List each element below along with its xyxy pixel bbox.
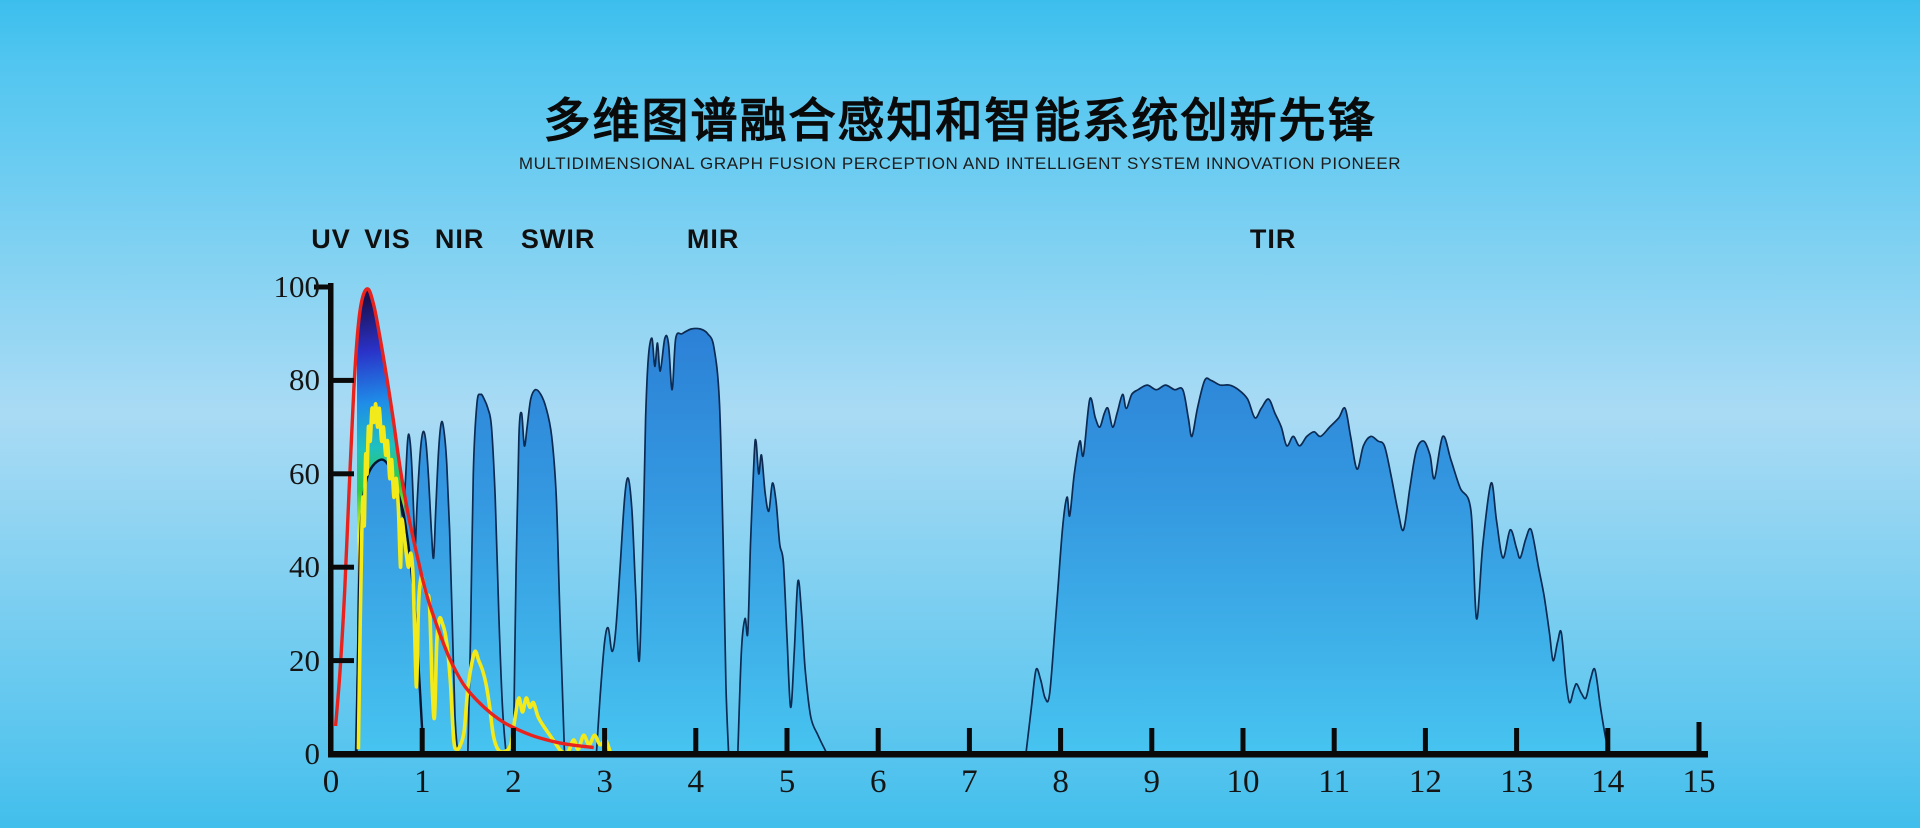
- x-axis-line: [328, 751, 1708, 758]
- x-tick-label: 1: [413, 764, 431, 800]
- x-axis-tick: [1149, 728, 1155, 752]
- x-axis-tick: [602, 728, 608, 752]
- x-tick-label: 6: [869, 764, 887, 800]
- ground-solar-curve: [356, 401, 612, 755]
- band-label-tir: TIR: [1249, 224, 1297, 254]
- transmission-window-area: [595, 327, 730, 755]
- y-tick-label: 0: [304, 736, 321, 771]
- y-tick-label: 20: [289, 642, 320, 678]
- x-tick-label: 9: [1143, 764, 1161, 800]
- y-tick-label: 80: [289, 362, 320, 398]
- x-axis-tick: [1240, 728, 1246, 752]
- page-subtitle: MULTIDIMENSIONAL GRAPH FUSION PERCEPTION…: [518, 154, 1402, 173]
- x-tick-label: 5: [778, 764, 796, 800]
- y-axis-line: [328, 283, 334, 757]
- x-tick-label: 10: [1226, 764, 1260, 800]
- x-tick-label: 7: [961, 764, 978, 800]
- x-axis-tick: [784, 728, 790, 752]
- x-axis-tick: [875, 728, 881, 752]
- band-label-swir: SWIR: [520, 224, 596, 254]
- band-label-uv: UV: [311, 224, 351, 254]
- x-tick-label: 14: [1591, 764, 1625, 800]
- x-tick-label: 13: [1500, 764, 1534, 800]
- band-label-nir: NIR: [434, 224, 485, 254]
- transmission-window-area: [736, 438, 828, 755]
- x-axis-tick: [1514, 728, 1520, 752]
- y-axis-tick: [333, 471, 354, 477]
- page-title: 多维图谱融合感知和智能系统创新先锋: [543, 94, 1377, 148]
- visible-spectrum-rainbow: [357, 288, 405, 717]
- x-axis-tick: [693, 728, 699, 752]
- x-tick-label: 8: [1052, 764, 1069, 800]
- x-axis-tick: [1696, 722, 1702, 752]
- x-axis-tick: [1058, 728, 1064, 752]
- y-tick-label: 100: [273, 269, 321, 304]
- x-tick-label: 2: [505, 764, 522, 800]
- x-axis-tick: [419, 728, 425, 752]
- x-tick-label: 11: [1318, 764, 1351, 800]
- y-axis-tick: [333, 377, 354, 383]
- x-tick-label: 0: [322, 764, 340, 800]
- y-axis-tick: [333, 564, 354, 570]
- x-axis-tick: [1605, 728, 1611, 752]
- x-axis-tick: [1331, 728, 1337, 752]
- x-tick-label: 4: [687, 764, 705, 800]
- transmission-window-area: [1025, 377, 1611, 755]
- y-tick-label: 60: [289, 455, 320, 491]
- x-axis-tick: [510, 728, 516, 752]
- transmission-window-area: [466, 393, 507, 755]
- x-tick-label: 12: [1408, 764, 1442, 800]
- band-label-mir: MIR: [686, 224, 740, 254]
- y-axis-tick: [333, 658, 354, 664]
- transmission-window-area: [512, 388, 566, 755]
- band-label-vis: VIS: [364, 224, 411, 254]
- x-axis-tick: [966, 728, 972, 752]
- x-axis-tick: [1422, 728, 1428, 752]
- x-tick-label: 3: [596, 764, 613, 800]
- y-axis-tick: [314, 284, 329, 290]
- transmission-window-area: [354, 420, 459, 755]
- solar-blackbody-curve: [333, 287, 594, 750]
- x-tick-label: 15: [1682, 764, 1716, 800]
- y-tick-label: 40: [289, 549, 320, 585]
